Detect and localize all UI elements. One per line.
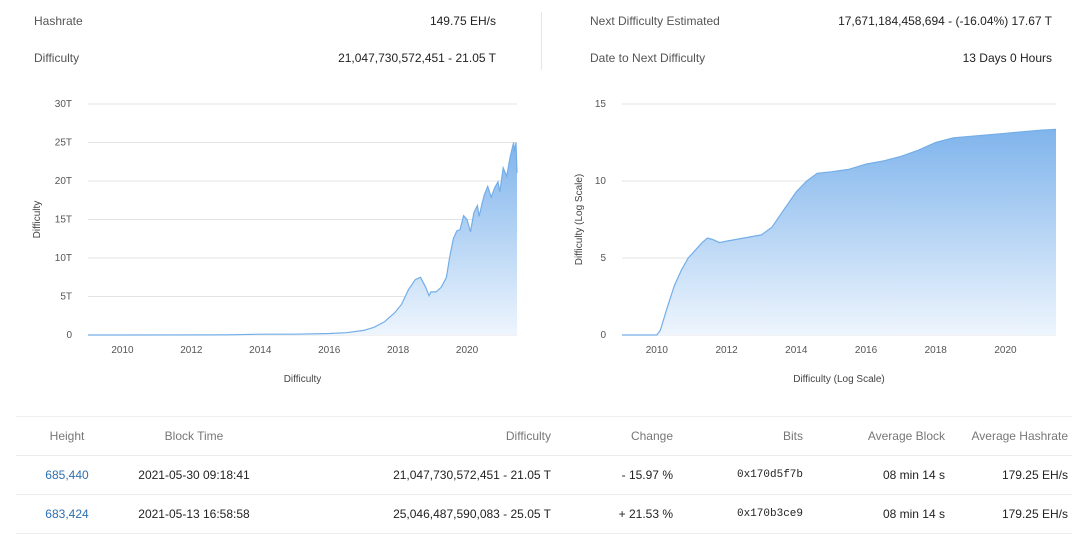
x-tick-label: 2010 <box>111 345 134 356</box>
y-tick-label: 20T <box>55 176 72 187</box>
hashrate-value: 149.75 EH/s <box>429 14 496 28</box>
stats-divider <box>541 12 542 70</box>
difficulty-value: 21,047,730,572,451 - 21.05 T <box>338 51 496 65</box>
x-tick-label: 2016 <box>855 345 878 356</box>
x-tick-label: 2012 <box>180 345 203 356</box>
header-average-block: Average Block <box>804 416 946 456</box>
x-axis-label: Difficulty <box>284 374 322 385</box>
average-hashrate-cell: 179.25 EH/s <box>946 494 1072 534</box>
table-row: 685,440 2021-05-30 09:18:41 21,047,730,5… <box>16 455 1072 495</box>
x-tick-label: 2016 <box>318 345 341 356</box>
date-next-difficulty-label: Date to Next Difficulty <box>590 51 706 65</box>
date-next-difficulty-value: 13 Days 0 Hours <box>962 51 1052 65</box>
difficulty-history-table: Height Block Time Difficulty Change Bits… <box>16 416 1072 534</box>
series-area <box>622 129 1056 335</box>
header-average-hashrate: Average Hashrate <box>946 416 1072 456</box>
average-hashrate-cell: 179.25 EH/s <box>946 455 1072 495</box>
x-tick-label: 2020 <box>456 345 479 356</box>
x-tick-label: 2018 <box>925 345 948 356</box>
header-height: Height <box>16 416 118 456</box>
series-area <box>88 142 517 335</box>
table-header-row: Height Block Time Difficulty Change Bits… <box>16 416 1072 456</box>
height-cell: 685,440 <box>16 455 118 495</box>
x-axis-label: Difficulty (Log Scale) <box>793 374 885 385</box>
x-tick-label: 2010 <box>646 345 669 356</box>
average-block-cell: 08 min 14 s <box>804 494 946 534</box>
y-tick-label: 5 <box>600 253 606 264</box>
x-tick-label: 2014 <box>249 345 272 356</box>
x-tick-label: 2018 <box>387 345 410 356</box>
y-tick-label: 15 <box>595 99 607 110</box>
y-tick-label: 0 <box>600 330 606 341</box>
bits-cell: 0x170d5f7b <box>677 455 804 495</box>
difficulty-charts: 0 5T 10T 15T 20T 25T 30T 2010 2012 2014 2016 2018 20… <box>32 99 1057 385</box>
bits-cell: 0x170b3ce9 <box>677 494 804 534</box>
hashrate-label: Hashrate <box>34 14 83 28</box>
difficulty-chart: 0 5T 10T 15T 20T 25T 30T 2010 2012 2014 2016 2018 20… <box>32 99 518 385</box>
y-tick-label: 15T <box>55 215 72 226</box>
block-time-cell: 2021-05-13 16:58:58 <box>118 494 270 534</box>
header-block-time: Block Time <box>118 416 270 456</box>
header-difficulty: Difficulty <box>270 416 552 456</box>
change-cell: - 15.97 % <box>552 455 677 495</box>
next-difficulty-label: Next Difficulty Estimated <box>590 14 720 28</box>
header-bits: Bits <box>677 416 804 456</box>
y-tick-label: 25T <box>55 138 72 149</box>
y-axis-label: Difficulty <box>32 201 43 239</box>
y-tick-label: 10 <box>595 176 607 187</box>
table-row: 683,424 2021-05-13 16:58:58 25,046,487,5… <box>16 494 1072 534</box>
series-line <box>87 142 518 336</box>
average-block-cell: 08 min 14 s <box>804 455 946 495</box>
difficulty-cell: 25,046,487,590,083 - 25.05 T <box>270 494 552 534</box>
difficulty-log-chart: 0 5 10 15 2010 2012 2014 2016 2018 2020 Difficulty… <box>574 99 1057 385</box>
difficulty-label: Difficulty <box>34 51 80 65</box>
x-tick-label: 2014 <box>785 345 808 356</box>
difficulty-cell: 21,047,730,572,451 - 21.05 T <box>270 455 552 495</box>
change-cell: + 21.53 % <box>552 494 677 534</box>
block-time-cell: 2021-05-30 09:18:41 <box>118 455 270 495</box>
block-height-link[interactable]: 685,440 <box>45 468 89 482</box>
y-tick-label: 10T <box>55 253 72 264</box>
x-tick-label: 2020 <box>994 345 1017 356</box>
series-line <box>622 128 1057 336</box>
height-cell: 683,424 <box>16 494 118 534</box>
block-height-link[interactable]: 683,424 <box>45 507 89 521</box>
y-tick-label: 0 <box>66 330 72 341</box>
y-tick-label: 30T <box>55 99 72 110</box>
next-difficulty-value: 17,671,184,458,694 - (-16.04%) 17.67 T <box>838 14 1052 28</box>
x-tick-label: 2012 <box>715 345 738 356</box>
header-change: Change <box>552 416 677 456</box>
y-tick-label: 5T <box>60 292 72 303</box>
y-axis-label: Difficulty (Log Scale) <box>574 174 585 266</box>
